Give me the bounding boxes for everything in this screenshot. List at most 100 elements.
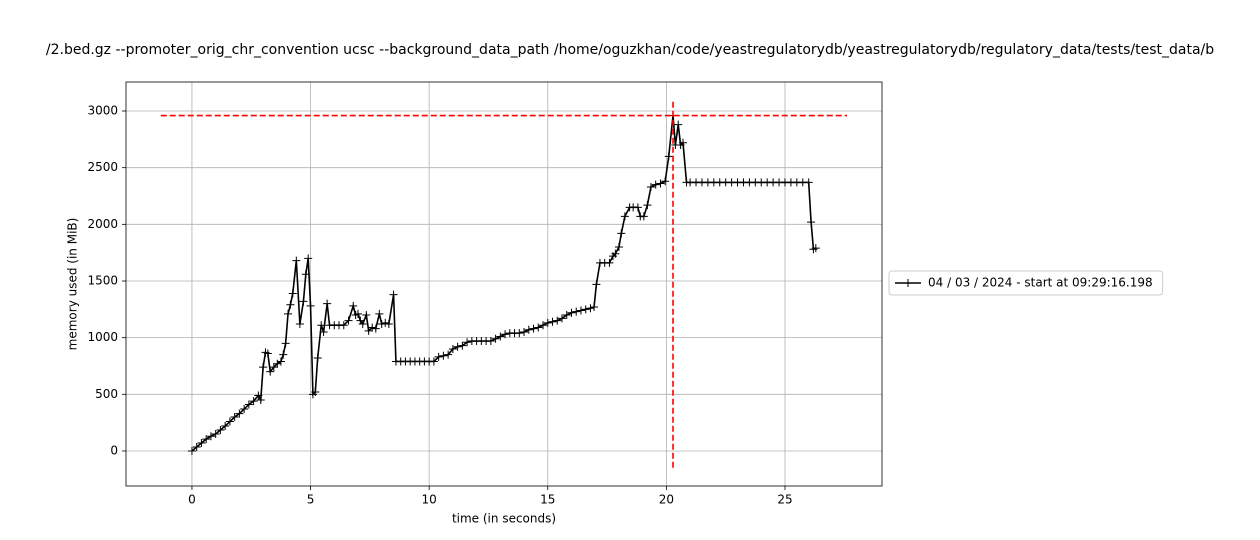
point-marker (187, 446, 196, 455)
point-marker (256, 395, 265, 404)
point-marker (319, 327, 328, 336)
point-marker (661, 177, 670, 186)
y-tick-label: 3000 (87, 104, 118, 118)
legend-marker (904, 279, 912, 287)
point-marker (192, 443, 201, 452)
point-marker (202, 435, 211, 444)
point-marker (543, 318, 552, 327)
point-marker (295, 320, 304, 329)
point-marker (592, 280, 601, 289)
x-tick-label: 20 (659, 493, 674, 507)
point-marker (313, 354, 322, 363)
point-marker (339, 321, 348, 330)
legend: 04 / 03 / 2024 - start at 09:29:16.198 (888, 270, 1164, 296)
point-marker (520, 327, 529, 336)
point-marker (463, 338, 472, 347)
point-marker (656, 179, 665, 188)
x-axis-label: time (in seconds) (452, 512, 556, 526)
point-marker (646, 182, 655, 191)
point-marker (501, 330, 510, 339)
point-marker (496, 332, 505, 341)
point-marker (524, 325, 533, 334)
point-marker (807, 218, 816, 227)
point-marker (381, 318, 390, 327)
point-marker (539, 321, 548, 330)
point-marker (429, 357, 438, 366)
point-marker (375, 309, 384, 318)
point-marker (576, 306, 585, 315)
point-marker (548, 317, 557, 326)
x-tick-label: 25 (777, 493, 792, 507)
x-tick-label: 0 (188, 493, 196, 507)
point-marker (581, 305, 590, 314)
x-tick-label: 10 (422, 493, 437, 507)
plot-frame (125, 81, 883, 487)
point-marker (349, 301, 358, 310)
chart-title: /2.bed.gz --promoter_orig_chr_convention… (46, 42, 1214, 58)
point-marker (444, 350, 453, 359)
point-marker (664, 152, 673, 161)
point-marker (434, 352, 443, 361)
point-marker (557, 314, 566, 323)
point-marker (458, 341, 467, 350)
point-marker (572, 307, 581, 316)
y-tick-label: 2500 (87, 160, 118, 174)
point-marker (371, 324, 380, 333)
point-marker (611, 249, 620, 258)
point-marker (230, 412, 239, 421)
point-marker (266, 367, 275, 376)
point-marker (197, 439, 206, 448)
point-marker (651, 180, 660, 189)
point-marker (529, 324, 538, 333)
point-marker (368, 323, 377, 332)
point-marker (299, 297, 308, 306)
point-marker (617, 229, 626, 238)
point-marker (358, 320, 367, 329)
point-marker (276, 357, 285, 366)
point-marker (674, 120, 683, 129)
point-marker (678, 138, 687, 147)
point-marker (633, 203, 642, 212)
point-marker (344, 316, 353, 325)
y-axis-label: memory used (in MiB) (66, 218, 80, 351)
point-marker (553, 316, 562, 325)
point-marker (643, 201, 652, 210)
point-marker (211, 429, 220, 438)
point-marker (284, 309, 293, 318)
point-marker (384, 320, 393, 329)
legend-label: 04 / 03 / 2024 - start at 09:29:16.198 (928, 276, 1153, 290)
x-tick-label: 15 (540, 493, 555, 507)
point-marker (240, 405, 249, 414)
y-tick-label: 0 (110, 443, 118, 457)
point-marker (639, 212, 648, 221)
point-marker (453, 342, 462, 351)
point-marker (279, 350, 288, 359)
point-marker (292, 256, 301, 265)
point-marker (221, 422, 230, 431)
point-marker (364, 326, 373, 335)
point-marker (304, 254, 313, 263)
point-marker (804, 178, 813, 187)
point-marker (263, 349, 272, 358)
legend-box (888, 270, 1164, 296)
point-marker (353, 309, 362, 318)
point-marker (216, 426, 225, 435)
point-marker (286, 300, 295, 309)
point-marker (244, 400, 253, 409)
point-marker (586, 304, 595, 313)
point-marker (362, 310, 371, 319)
x-tick-label: 5 (307, 493, 315, 507)
point-marker (567, 308, 576, 317)
point-marker (389, 290, 398, 299)
point-marker (811, 244, 820, 253)
point-marker (439, 351, 448, 360)
point-marker (301, 270, 310, 279)
point-marker (590, 303, 599, 312)
y-tick-label: 500 (95, 387, 118, 401)
point-marker (281, 339, 290, 348)
point-marker (515, 329, 524, 338)
point-marker (259, 363, 268, 372)
point-marker (491, 334, 500, 343)
point-marker (534, 323, 543, 332)
point-marker (620, 212, 629, 221)
